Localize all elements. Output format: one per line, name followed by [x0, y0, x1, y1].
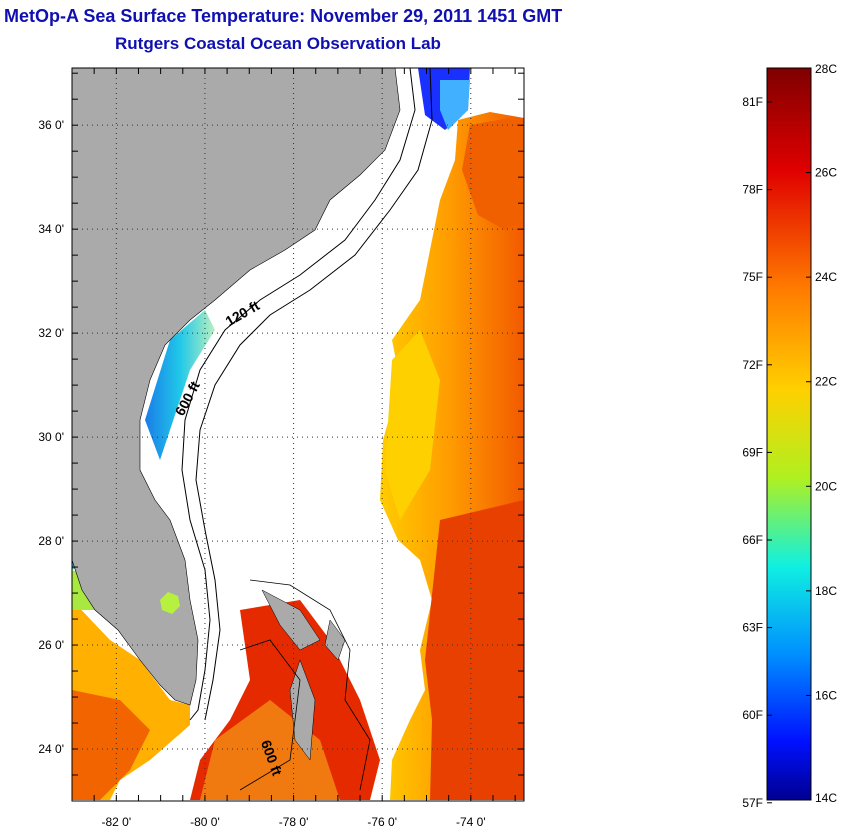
colorbar-label-celsius: 16C: [815, 688, 837, 702]
colorbar-label-fahrenheit: 60F: [742, 708, 763, 722]
longitude-label: -80 0': [190, 815, 220, 829]
colorbar-label-celsius: 28C: [815, 62, 837, 76]
sst-field-north-red: [462, 118, 524, 230]
latitude-label: 34 0': [38, 222, 64, 236]
colorbar-label-celsius: 14C: [815, 791, 837, 805]
colorbar: [766, 67, 812, 801]
longitude-label: -74 0': [456, 815, 486, 829]
sst-field-yellow-west: [385, 330, 440, 520]
sst-field-coastal-cold: [145, 310, 215, 460]
colorbar-label-fahrenheit: 72F: [742, 358, 763, 372]
latitude-label: 32 0': [38, 326, 64, 340]
map-frame: [71, 67, 525, 802]
map-title: MetOp-A Sea Surface Temperature: Novembe…: [4, 6, 563, 26]
land-mass: [72, 68, 401, 706]
contour-bahamas: [239, 579, 371, 791]
map-area: [72, 68, 524, 800]
longitude-labels: -82 0' -80 0' -78 0' -76 0' -74 0': [101, 815, 485, 829]
latitude-label: 28 0': [38, 534, 64, 548]
colorbar-label-celsius: 22C: [815, 375, 837, 389]
colorbar-labels: 28C 26C 24C 22C 20C 18C 16C 14C 81F 78F 75F 72F 69F 6…: [742, 62, 837, 810]
sst-field-gulf-red: [72, 690, 150, 800]
longitude-label: -82 0': [101, 815, 131, 829]
colorbar-label-celsius: 20C: [815, 479, 837, 493]
latitude-label: 26 0': [38, 638, 64, 652]
latitude-label: 30 0': [38, 430, 64, 444]
lake-okeechobee: [160, 592, 180, 614]
map-grid: [72, 68, 524, 801]
colorbar-label-fahrenheit: 63F: [742, 621, 763, 635]
longitude-label: -76 0': [367, 815, 397, 829]
latitude-label: 24 0': [38, 742, 64, 756]
colorbar-label-celsius: 18C: [815, 584, 837, 598]
contour-label: 120 ft: [222, 297, 262, 329]
longitude-label: -78 0': [279, 815, 309, 829]
colorbar-label-fahrenheit: 75F: [742, 270, 763, 284]
map-subtitle: Rutgers Coastal Ocean Observation Lab: [115, 34, 441, 53]
sst-field-southeast-red: [425, 500, 524, 800]
contour-120ft: [181, 68, 416, 721]
contour-600ft: [195, 68, 433, 721]
colorbar-label-fahrenheit: 66F: [742, 533, 763, 547]
sst-field-bahamas-orange: [200, 700, 340, 800]
colorbar-label-fahrenheit: 69F: [742, 445, 763, 459]
colorbar-label-fahrenheit: 78F: [742, 183, 763, 197]
latitude-labels: 24 0' 26 0' 28 0' 30 0' 32 0' 34 0' 36 0': [38, 118, 64, 756]
sst-field-cold-north-light: [440, 80, 470, 130]
map-ticks: [71, 68, 524, 802]
bahamas-islands: [261, 589, 346, 761]
colorbar-label-celsius: 24C: [815, 270, 837, 284]
colorbar-label-fahrenheit: 81F: [742, 95, 763, 109]
colorbar-label-celsius: 26C: [815, 166, 837, 180]
latitude-label: 36 0': [38, 118, 64, 132]
colorbar-label-fahrenheit: 57F: [742, 796, 763, 810]
